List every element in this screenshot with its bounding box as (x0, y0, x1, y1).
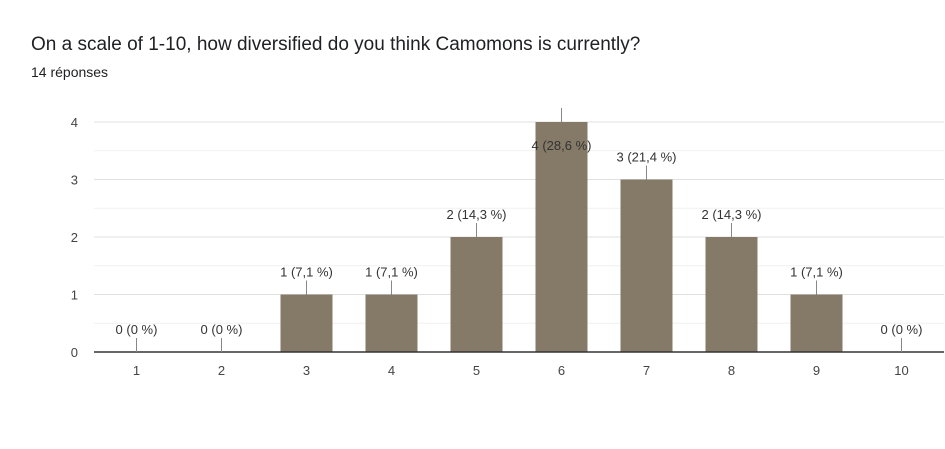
y-tick-label: 1 (71, 288, 78, 303)
y-tick-label: 0 (71, 345, 78, 360)
y-tick-label: 3 (71, 173, 78, 188)
data-label: 3 (21,4 %) (617, 150, 677, 165)
data-label: 0 (0 %) (201, 322, 243, 337)
x-tick-label: 1 (133, 363, 140, 378)
bar[interactable] (280, 294, 333, 353)
bars (280, 122, 843, 353)
x-tick-label: 9 (813, 363, 820, 378)
x-tick-label: 8 (728, 363, 735, 378)
x-tick-label: 2 (218, 363, 225, 378)
data-label: 2 (14,3 %) (447, 207, 507, 222)
x-axis-ticks: 1 2 3 4 5 6 7 8 9 10 (133, 363, 909, 378)
bar[interactable] (620, 179, 673, 353)
bar[interactable] (535, 122, 588, 352)
data-label: 1 (7,1 %) (365, 265, 418, 280)
x-tick-label: 7 (643, 363, 650, 378)
data-labels: 0 (0 %) 0 (0 %) 1 (7,1 %) 1 (7,1 %) 2 (14,3 … (116, 108, 923, 352)
response-count: 14 réponses (31, 64, 109, 80)
x-tick-label: 5 (473, 363, 480, 378)
x-tick-label: 6 (558, 363, 565, 378)
bar[interactable] (790, 294, 843, 353)
x-tick-label: 4 (388, 363, 395, 378)
data-label: 4 (28,6 %) (532, 138, 592, 153)
data-label: 0 (0 %) (881, 322, 923, 337)
y-axis-ticks: 0 1 2 3 4 (71, 115, 78, 360)
x-tick-label: 10 (894, 363, 908, 378)
y-tick-label: 2 (71, 230, 78, 245)
x-tick-label: 3 (303, 363, 310, 378)
y-tick-label: 4 (71, 115, 78, 130)
data-label: 0 (0 %) (116, 322, 158, 337)
bar[interactable] (705, 237, 758, 352)
bar[interactable] (365, 294, 418, 353)
data-label: 1 (7,1 %) (280, 265, 333, 280)
data-label: 2 (14,3 %) (702, 207, 762, 222)
data-label: 1 (7,1 %) (790, 265, 843, 280)
question-title: On a scale of 1-10, how diversified do y… (31, 34, 641, 55)
bar[interactable] (450, 237, 503, 352)
